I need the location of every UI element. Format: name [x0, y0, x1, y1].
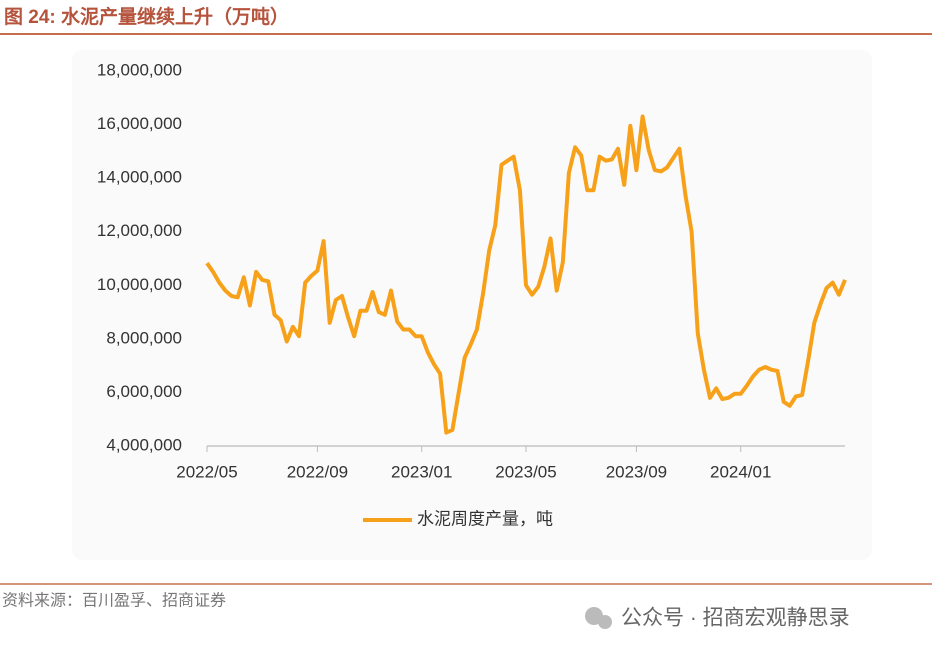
watermark: 公众号 · 招商宏观静思录 [621, 607, 850, 630]
x-tick-label: 2023/05 [495, 462, 556, 481]
y-tick-label: 10,000,000 [97, 275, 182, 294]
legend-label: 水泥周度产量，吨 [417, 509, 553, 528]
x-tick-label: 2023/01 [391, 462, 452, 481]
source: 资料来源：百川盈孚、招商证券 [2, 591, 226, 610]
y-tick-label: 8,000,000 [106, 328, 182, 347]
plot-background [72, 50, 872, 560]
wechat-icon [598, 615, 612, 629]
y-tick-label: 18,000,000 [97, 60, 182, 79]
x-tick-label: 2022/09 [287, 462, 348, 481]
y-tick-label: 14,000,000 [97, 168, 182, 187]
x-tick-label: 2023/09 [606, 462, 667, 481]
y-tick-label: 6,000,000 [106, 382, 182, 401]
y-tick-label: 12,000,000 [97, 221, 182, 240]
chart-title: 图 24: 水泥产量继续上升（万吨） [4, 5, 289, 28]
y-tick-label: 4,000,000 [106, 435, 182, 454]
y-tick-label: 16,000,000 [97, 114, 182, 133]
x-tick-label: 2022/05 [176, 462, 237, 481]
x-tick-label: 2024/01 [710, 462, 771, 481]
series-line [205, 114, 847, 435]
